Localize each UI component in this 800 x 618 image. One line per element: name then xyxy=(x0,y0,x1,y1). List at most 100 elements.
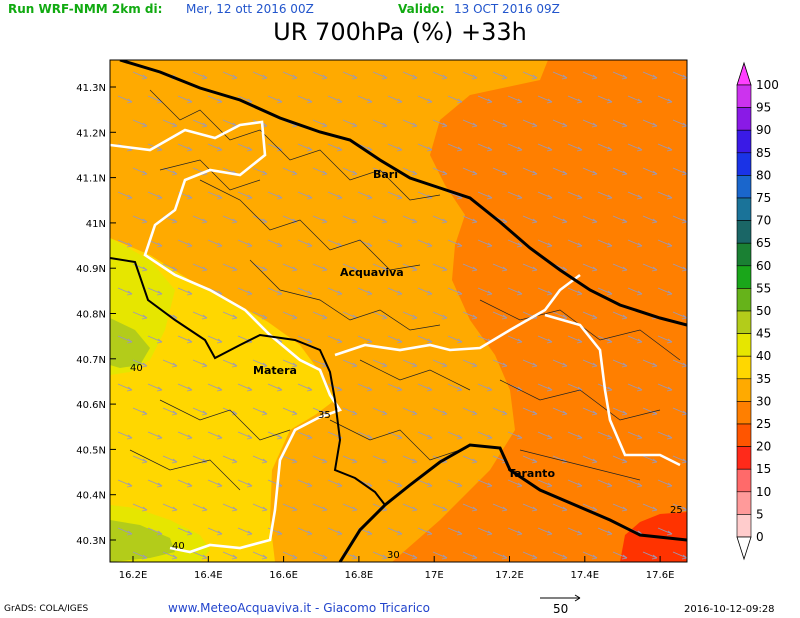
wind-arrow xyxy=(342,359,358,367)
wind-arrow xyxy=(432,359,448,367)
wind-arrow xyxy=(492,407,508,415)
wind-arrow xyxy=(297,287,313,295)
wind-arrow xyxy=(117,335,133,343)
wind-arrow-head xyxy=(141,554,148,560)
wind-arrow xyxy=(612,71,628,79)
wind-arrow xyxy=(582,71,598,79)
wind-arrow xyxy=(447,95,463,103)
wind-arrow-head xyxy=(171,554,178,560)
wind-arrow xyxy=(267,527,283,535)
wind-arrow xyxy=(612,119,628,127)
wind-arrow xyxy=(627,479,643,487)
wind-arrow xyxy=(192,407,208,415)
wind-arrow xyxy=(688,144,702,150)
wind-arrow xyxy=(612,503,628,511)
wind-arrow xyxy=(207,143,223,151)
wind-arrow-head xyxy=(591,506,598,512)
wind-arrow-head xyxy=(246,194,253,200)
wind-arrow xyxy=(327,287,343,295)
wind-arrow-head xyxy=(201,266,208,272)
site-credit[interactable]: www.MeteoAcquaviva.it - Giacomo Tricaric… xyxy=(168,601,430,615)
wind-arrow-head xyxy=(681,122,687,128)
colorbar-swatch xyxy=(736,423,752,447)
wind-arrow xyxy=(627,239,643,247)
colorbar-swatch xyxy=(736,355,752,380)
wind-arrow xyxy=(597,239,613,247)
wind-arrow-head xyxy=(426,290,433,296)
wind-arrow-head xyxy=(636,194,643,200)
wind-arrow-head xyxy=(291,170,298,176)
wind-arrow xyxy=(642,455,658,463)
wind-arrow-head xyxy=(501,362,508,368)
wind-arrow xyxy=(688,480,702,486)
wind-arrow-head xyxy=(712,363,717,367)
wind-arrow xyxy=(642,359,658,367)
wind-arrow xyxy=(297,527,313,535)
wind-arrow-head xyxy=(411,554,418,560)
wind-arrow xyxy=(342,167,358,175)
wind-arrow-head xyxy=(666,338,673,344)
wind-arrow xyxy=(387,335,403,343)
wind-arrow xyxy=(237,479,253,487)
wind-arrow-head xyxy=(516,290,523,296)
lat-tick-label: 41N xyxy=(86,219,106,230)
wind-arrow-head xyxy=(246,386,253,392)
wind-arrow xyxy=(402,167,418,175)
wind-arrow xyxy=(177,479,193,487)
wind-arrow-head xyxy=(321,314,328,320)
wind-arrow xyxy=(117,287,133,295)
wind-arrow xyxy=(117,431,133,439)
wind-arrow-head xyxy=(426,98,433,104)
wind-arrow-head xyxy=(576,242,583,248)
wind-arrow-head xyxy=(201,218,208,224)
wind-arrow-head xyxy=(666,242,673,248)
wind-arrow xyxy=(477,527,493,535)
wind-arrow-head xyxy=(591,74,598,80)
wind-arrow-head xyxy=(636,98,643,104)
wind-arrow-head xyxy=(591,362,598,368)
wind-arrow xyxy=(507,95,523,103)
lat-tick-label: 40.7N xyxy=(76,355,106,366)
wind-arrow xyxy=(207,479,223,487)
wind-arrow-head xyxy=(366,242,373,248)
wind-arrow-head xyxy=(246,434,253,440)
wind-arrow-head xyxy=(336,194,343,200)
wind-arrow xyxy=(357,95,373,103)
lat-tick-label: 41.2N xyxy=(76,128,106,139)
wind-arrow-head xyxy=(291,410,298,416)
wind-arrow xyxy=(462,455,478,463)
wind-arrow-head xyxy=(216,146,223,152)
colorbar-label: 50 xyxy=(756,304,771,318)
wind-arrow xyxy=(432,71,448,79)
wind-arrow xyxy=(192,359,208,367)
wind-arrow-head xyxy=(351,74,358,80)
wind-arrow xyxy=(447,335,463,343)
lat-tick-label: 40.9N xyxy=(76,264,106,275)
wind-arrow xyxy=(657,95,673,103)
wind-arrow-head xyxy=(336,482,343,488)
wind-arrow-head xyxy=(411,266,418,272)
wind-arrow xyxy=(192,551,208,559)
wind-arrow xyxy=(312,503,328,511)
wind-arrow xyxy=(267,479,283,487)
wind-arrow-head xyxy=(396,434,403,440)
wind-arrow xyxy=(642,263,658,271)
wind-arrow-head xyxy=(516,242,523,248)
wind-arrow xyxy=(117,239,133,247)
wind-arrow-head xyxy=(171,506,178,512)
wind-arrow-head xyxy=(636,482,643,488)
wind-arrow-head xyxy=(306,146,313,152)
colorbar-label: 75 xyxy=(756,191,771,205)
wind-arrow xyxy=(417,431,433,439)
wind-arrow xyxy=(507,335,523,343)
wind-arrow xyxy=(327,239,343,247)
wind-arrow xyxy=(627,335,643,343)
wind-arrow xyxy=(282,359,298,367)
wind-arrow xyxy=(642,407,658,415)
wind-arrow-head xyxy=(231,458,238,464)
wind-arrow xyxy=(387,383,403,391)
wind-arrow xyxy=(132,455,148,463)
field-45-50-sw xyxy=(110,520,175,562)
wind-arrow-head xyxy=(411,458,418,464)
wind-arrow-head xyxy=(486,290,493,296)
